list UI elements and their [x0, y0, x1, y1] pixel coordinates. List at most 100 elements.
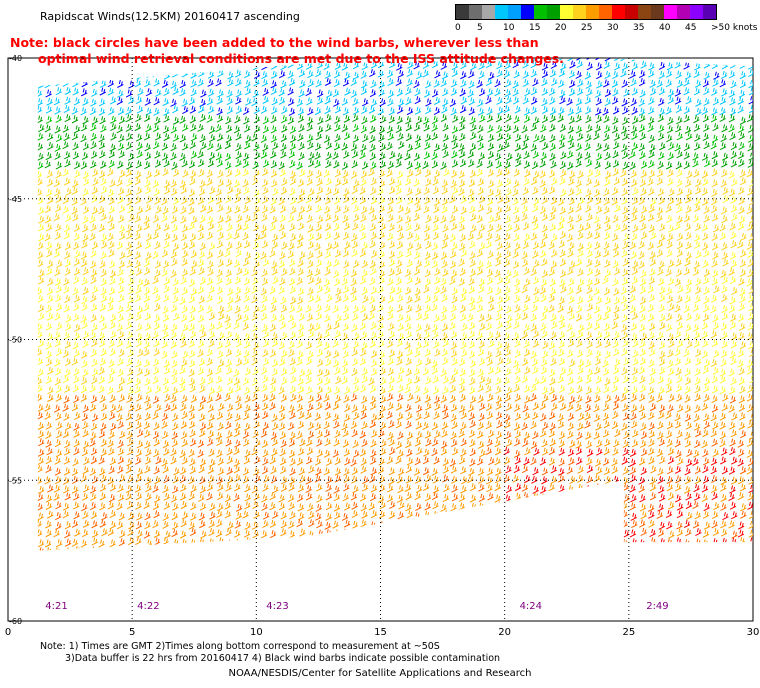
- wind-barb: [100, 177, 107, 186]
- wind-barb: [253, 168, 260, 178]
- wind-barb: [198, 465, 205, 474]
- wind-barb: [188, 278, 196, 287]
- wind-barb: [568, 88, 576, 97]
- wind-barb: [721, 159, 728, 168]
- wind-barb: [631, 87, 639, 96]
- wind-barb: [460, 438, 467, 447]
- wind-barb: [19, 180, 25, 188]
- wind-barb: [523, 412, 531, 421]
- wind-barb: [253, 78, 260, 87]
- wind-barb: [504, 204, 512, 213]
- wind-barb: [710, 330, 718, 339]
- wind-barb: [585, 331, 593, 340]
- wind-barb: [126, 231, 133, 240]
- wind-barb: [344, 386, 351, 395]
- wind-barb: [89, 485, 97, 494]
- wind-barb: [190, 169, 197, 179]
- wind-barb: [416, 116, 423, 125]
- wind-barb: [9, 429, 15, 437]
- wind-barb: [189, 233, 197, 242]
- wind-barb: [126, 249, 133, 258]
- wind-barb: [630, 557, 636, 565]
- wind-barb: [701, 539, 709, 548]
- wind-barb: [162, 512, 169, 521]
- wind-barb: [737, 521, 745, 530]
- wind-barb: [233, 377, 241, 386]
- wind-barb: [262, 449, 269, 458]
- wind-barb: [171, 512, 179, 521]
- wind-barb: [749, 348, 754, 357]
- wind-barb: [280, 186, 288, 195]
- wind-barb: [586, 519, 593, 528]
- wind-barb: [746, 393, 754, 402]
- wind-barb: [549, 377, 556, 386]
- wind-barb: [675, 367, 682, 376]
- wind-barb: [244, 340, 251, 349]
- wind-barb: [649, 476, 657, 485]
- wind-barb: [54, 125, 61, 134]
- wind-barb: [577, 500, 584, 510]
- wind-barb: [179, 530, 187, 539]
- wind-barb: [450, 179, 457, 188]
- wind-barb: [207, 88, 215, 97]
- wind-barb: [341, 142, 348, 151]
- wind-barb: [369, 68, 376, 78]
- wind-barb: [278, 197, 285, 206]
- wind-barb: [353, 332, 360, 341]
- wind-barb: [479, 223, 486, 232]
- y-tick-label: -60: [9, 617, 22, 626]
- wind-barb: [163, 385, 170, 394]
- wind-barb: [630, 78, 637, 87]
- wind-barb: [630, 97, 637, 107]
- wind-barb: [414, 204, 422, 213]
- wind-barb: [485, 384, 492, 393]
- wind-barb: [530, 393, 537, 402]
- wind-barb: [596, 331, 603, 340]
- wind-barb: [296, 493, 304, 502]
- wind-barb: [494, 188, 502, 197]
- wind-barb: [351, 520, 359, 529]
- wind-barb: [667, 168, 674, 177]
- wind-barb: [460, 341, 467, 350]
- wind-barb: [163, 294, 170, 303]
- wind-barb: [720, 528, 728, 537]
- wind-barb: [530, 440, 538, 449]
- wind-barb: [278, 341, 286, 350]
- wind-barb: [702, 177, 709, 186]
- wind-barb: [107, 188, 115, 197]
- wind-barb: [280, 393, 288, 403]
- wind-barb: [334, 556, 340, 564]
- wind-barb: [441, 323, 449, 332]
- wind-barb: [441, 530, 449, 539]
- wind-barb: [486, 286, 494, 295]
- wind-barb: [281, 349, 288, 358]
- wind-barb: [614, 492, 621, 501]
- wind-barb: [243, 304, 250, 313]
- wind-barb: [703, 521, 711, 530]
- wind-barb: [314, 151, 321, 160]
- wind-barb: [91, 323, 98, 332]
- wind-barb: [92, 177, 99, 186]
- wind-barb: [387, 305, 394, 314]
- wind-barb: [359, 249, 367, 258]
- wind-barb: [251, 177, 259, 186]
- wind-barb: [126, 331, 134, 340]
- wind-barb: [27, 188, 33, 196]
- wind-barb: [316, 385, 324, 395]
- wind-barb: [658, 410, 665, 420]
- wind-barb: [676, 510, 684, 519]
- wind-barb: [90, 492, 97, 501]
- wind-barb: [378, 204, 386, 213]
- wind-barb: [504, 503, 511, 512]
- wind-barb: [100, 294, 108, 303]
- wind-barb: [740, 249, 747, 258]
- wind-barb: [710, 466, 717, 475]
- wind-barb: [37, 233, 45, 242]
- wind-barb: [567, 150, 574, 159]
- wind-barb: [459, 520, 467, 529]
- wind-barb: [749, 375, 754, 384]
- wind-barb: [747, 294, 754, 303]
- wind-barb: [693, 142, 701, 151]
- wind-barb: [218, 312, 225, 321]
- wind-barb: [91, 338, 98, 347]
